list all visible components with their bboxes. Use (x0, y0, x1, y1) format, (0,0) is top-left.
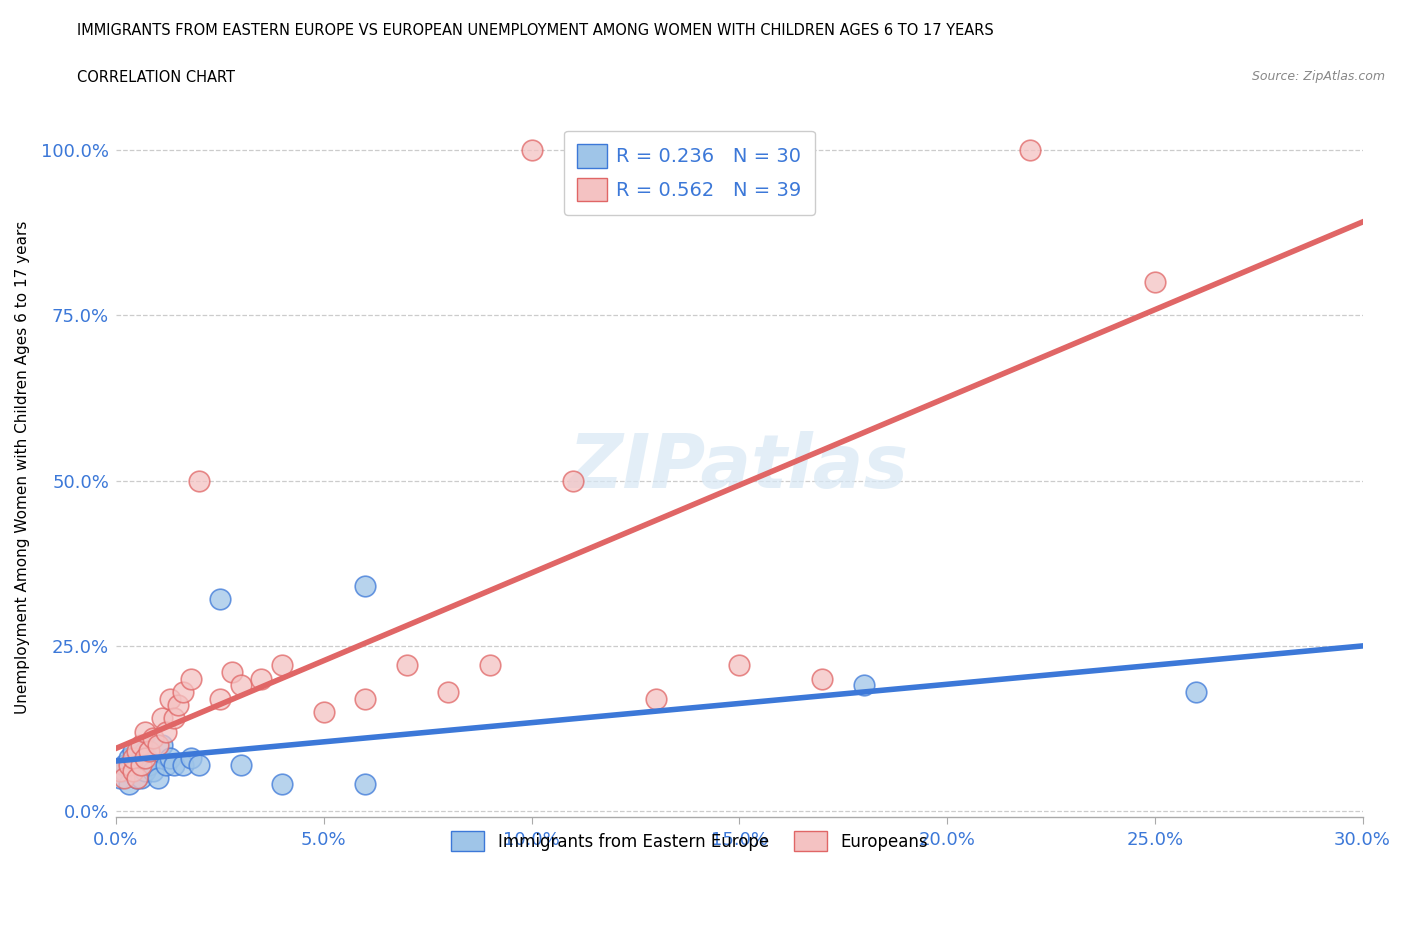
Point (134, 744, 156, 759)
Point (125, 744, 148, 759)
Point (208, 691, 231, 706)
Point (250, 671, 273, 686)
Point (728, 658, 751, 673)
Point (180, 671, 202, 686)
Point (129, 737, 152, 752)
Point (172, 684, 194, 699)
Point (155, 757, 177, 772)
Point (121, 764, 143, 778)
Point (117, 777, 139, 791)
Point (354, 777, 377, 791)
Point (155, 724, 177, 739)
Point (159, 751, 181, 765)
Point (354, 691, 377, 706)
Point (121, 764, 143, 778)
Point (129, 751, 152, 765)
Point (271, 777, 294, 791)
Point (142, 764, 165, 778)
Point (354, 578, 377, 593)
Point (112, 770, 135, 785)
Point (108, 764, 131, 778)
Point (1019, 143, 1042, 158)
Point (562, 473, 585, 488)
Point (395, 658, 418, 673)
Point (142, 731, 165, 746)
Point (117, 757, 139, 772)
Point (138, 744, 160, 759)
Point (134, 724, 156, 739)
Point (852, 678, 875, 693)
Point (146, 737, 169, 752)
Point (479, 658, 502, 673)
Point (167, 698, 190, 712)
Point (229, 757, 252, 772)
Point (125, 770, 148, 785)
Point (112, 757, 135, 772)
Point (208, 592, 231, 607)
Point (180, 751, 202, 765)
Point (150, 711, 173, 725)
Point (134, 751, 156, 765)
Point (146, 770, 169, 785)
Point (112, 764, 135, 778)
Point (645, 691, 668, 706)
Point (159, 691, 181, 706)
Point (188, 473, 211, 488)
Point (108, 770, 131, 785)
Text: IMMIGRANTS FROM EASTERN EUROPE VS EUROPEAN UNEMPLOYMENT AMONG WOMEN WITH CHILDRE: IMMIGRANTS FROM EASTERN EUROPE VS EUROPE… (77, 23, 994, 38)
Point (1143, 275, 1166, 290)
Point (1185, 684, 1208, 699)
Point (811, 671, 834, 686)
Point (125, 757, 148, 772)
Point (163, 711, 186, 725)
Point (229, 678, 252, 693)
Point (437, 684, 460, 699)
Point (129, 757, 152, 772)
Point (520, 143, 543, 158)
Point (312, 704, 335, 719)
Text: CORRELATION CHART: CORRELATION CHART (77, 70, 235, 85)
Point (134, 764, 156, 778)
Point (117, 751, 139, 765)
Point (129, 770, 152, 785)
Point (150, 737, 173, 752)
Point (138, 757, 160, 772)
Text: ZIPatlas: ZIPatlas (569, 431, 910, 504)
Point (188, 757, 211, 772)
Point (271, 658, 294, 673)
Point (221, 665, 243, 680)
Point (125, 770, 148, 785)
Y-axis label: Unemployment Among Women with Children Ages 6 to 17 years: Unemployment Among Women with Children A… (15, 220, 30, 714)
Point (121, 751, 143, 765)
Point (121, 744, 143, 759)
Point (172, 757, 194, 772)
Point (163, 757, 186, 772)
Text: Source: ZipAtlas.com: Source: ZipAtlas.com (1251, 70, 1385, 83)
Legend: Immigrants from Eastern Europe, Europeans: Immigrants from Eastern Europe, European… (444, 824, 935, 858)
